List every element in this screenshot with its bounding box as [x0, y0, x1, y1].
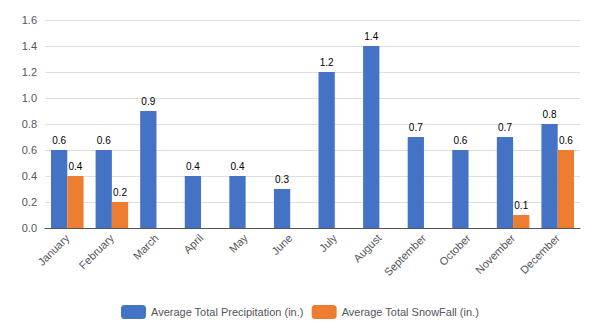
svg-text:0.8: 0.8 — [22, 118, 37, 130]
svg-text:May: May — [227, 231, 251, 255]
svg-text:0.7: 0.7 — [498, 122, 512, 133]
svg-text:0.4: 0.4 — [68, 161, 82, 172]
svg-text:0.6: 0.6 — [22, 144, 37, 156]
svg-text:1.0: 1.0 — [22, 92, 37, 104]
svg-text:November: November — [473, 232, 518, 277]
svg-text:1.6: 1.6 — [22, 14, 37, 26]
svg-text:1.2: 1.2 — [320, 57, 334, 68]
svg-text:October: October — [437, 232, 473, 268]
svg-text:0.4: 0.4 — [231, 161, 245, 172]
svg-text:January: January — [35, 231, 71, 267]
svg-text:0.0: 0.0 — [22, 222, 37, 234]
svg-text:1.4: 1.4 — [22, 40, 37, 52]
svg-text:1.4: 1.4 — [364, 31, 378, 42]
svg-text:Average Total Precipitation (i: Average Total Precipitation (in.) — [151, 306, 303, 318]
svg-text:0.6: 0.6 — [97, 135, 111, 146]
svg-text:March: March — [131, 232, 161, 262]
svg-text:0.8: 0.8 — [543, 109, 557, 120]
svg-text:April: April — [181, 232, 205, 256]
svg-text:June: June — [269, 232, 294, 257]
svg-text:0.3: 0.3 — [275, 174, 289, 185]
svg-text:0.2: 0.2 — [22, 196, 37, 208]
svg-text:0.1: 0.1 — [514, 200, 528, 211]
svg-text:0.9: 0.9 — [141, 96, 155, 107]
svg-text:1.2: 1.2 — [22, 66, 37, 78]
svg-text:September: September — [382, 232, 429, 279]
svg-text:December: December — [518, 232, 563, 277]
svg-text:February: February — [77, 231, 117, 271]
svg-text:0.4: 0.4 — [22, 170, 37, 182]
svg-text:July: July — [317, 231, 340, 254]
svg-text:August: August — [351, 232, 384, 265]
svg-text:Average Total SnowFall (in.): Average Total SnowFall (in.) — [342, 306, 479, 318]
svg-text:0.6: 0.6 — [52, 135, 66, 146]
svg-text:0.7: 0.7 — [409, 122, 423, 133]
svg-text:0.6: 0.6 — [559, 135, 573, 146]
svg-text:0.2: 0.2 — [113, 187, 127, 198]
svg-text:0.4: 0.4 — [186, 161, 200, 172]
svg-text:0.6: 0.6 — [453, 135, 467, 146]
